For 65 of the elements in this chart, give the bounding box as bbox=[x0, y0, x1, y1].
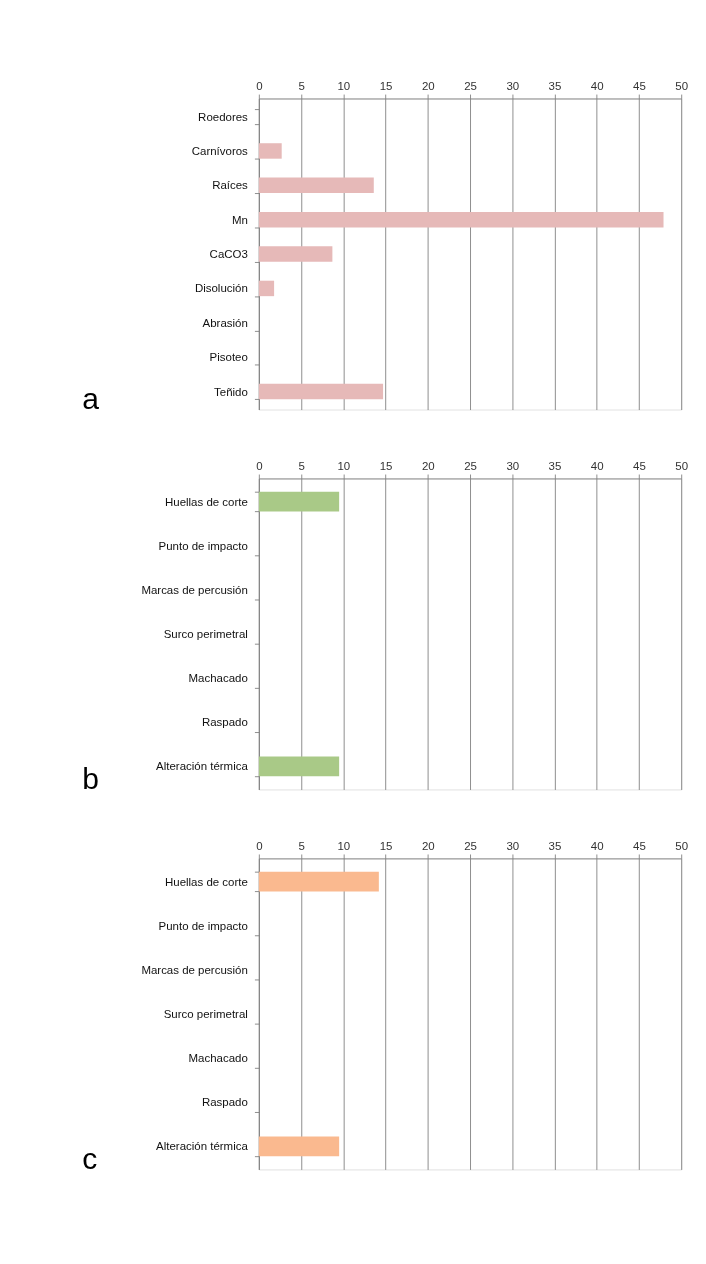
y-tick-label: Raspado bbox=[201, 716, 248, 729]
y-tick-label: Raíces bbox=[212, 179, 249, 192]
bar bbox=[258, 143, 282, 159]
x-tick-label: 20 bbox=[421, 80, 435, 93]
bar bbox=[258, 211, 664, 228]
x-tick-label: 40 bbox=[590, 460, 604, 473]
x-tick-label: 50 bbox=[675, 80, 689, 93]
x-tick-label: 35 bbox=[548, 80, 562, 93]
y-tick-label: Surco perimetral bbox=[163, 627, 248, 640]
y-tick-label: Carnívoros bbox=[191, 144, 249, 157]
x-tick-label: 0 bbox=[256, 460, 263, 473]
x-tick-label: 35 bbox=[548, 840, 562, 853]
bar bbox=[258, 383, 384, 400]
y-tick-label: Alteración térmica bbox=[156, 1140, 249, 1153]
text: c bbox=[82, 1141, 98, 1175]
x-tick-label: 15 bbox=[379, 460, 393, 473]
x-tick-label: 5 bbox=[298, 460, 305, 473]
x-tick-label: 30 bbox=[506, 80, 520, 93]
x-tick-label: 50 bbox=[675, 460, 689, 473]
y-tick-label: Roedores bbox=[198, 110, 249, 123]
x-tick-label: 30 bbox=[506, 460, 520, 473]
y-tick-label: Huellas de corte bbox=[164, 875, 248, 888]
bar bbox=[258, 280, 275, 297]
x-tick-label: 30 bbox=[506, 840, 520, 853]
text: a bbox=[82, 381, 100, 415]
y-tick-label: Raspado bbox=[201, 1096, 248, 1109]
bar bbox=[258, 177, 374, 194]
x-tick-label: 40 bbox=[590, 80, 604, 93]
x-tick-label: 40 bbox=[590, 840, 604, 853]
y-tick-label: Machacado bbox=[188, 672, 248, 685]
x-tick-label: 20 bbox=[421, 460, 435, 473]
x-tick-label: 5 bbox=[298, 80, 305, 93]
x-tick-label: 0 bbox=[256, 840, 263, 853]
x-tick-label: 10 bbox=[337, 80, 351, 93]
y-tick-label: Pisoteo bbox=[209, 351, 248, 364]
x-tick-label: 50 bbox=[675, 840, 689, 853]
x-tick-label: 25 bbox=[464, 80, 477, 93]
y-tick-label: Marcas de percusión bbox=[141, 583, 248, 596]
y-tick-label: Punto de impacto bbox=[158, 539, 248, 552]
x-tick-label: 5 bbox=[298, 840, 305, 853]
x-tick-label: 45 bbox=[633, 840, 646, 853]
y-tick-label: Marcas de percusión bbox=[141, 963, 248, 976]
y-tick-label: Punto de impacto bbox=[158, 919, 248, 932]
y-tick-label: Surco perimetral bbox=[163, 1007, 248, 1020]
x-tick-label: 45 bbox=[633, 460, 646, 473]
y-tick-label: Huellas de corte bbox=[164, 495, 248, 508]
y-tick-label: Disolución bbox=[194, 282, 248, 295]
y-tick-label: Abrasión bbox=[202, 316, 248, 329]
text: b bbox=[82, 761, 99, 795]
x-tick-label: 25 bbox=[464, 840, 477, 853]
bar bbox=[258, 246, 333, 262]
x-tick-label: 15 bbox=[379, 840, 393, 853]
x-tick-label: 45 bbox=[633, 80, 646, 93]
x-tick-label: 15 bbox=[379, 80, 393, 93]
y-tick-label: Alteración térmica bbox=[156, 760, 249, 773]
x-tick-label: 25 bbox=[464, 460, 477, 473]
x-tick-label: 10 bbox=[337, 840, 351, 853]
y-tick-label: Mn bbox=[231, 213, 248, 226]
y-tick-label: Machacado bbox=[188, 1052, 248, 1065]
y-tick-label: Teñido bbox=[214, 385, 248, 398]
x-tick-label: 0 bbox=[256, 80, 263, 93]
y-tick-label: CaCO3 bbox=[209, 248, 248, 261]
x-tick-label: 20 bbox=[421, 840, 435, 853]
x-tick-label: 10 bbox=[337, 460, 351, 473]
x-tick-label: 35 bbox=[548, 460, 562, 473]
